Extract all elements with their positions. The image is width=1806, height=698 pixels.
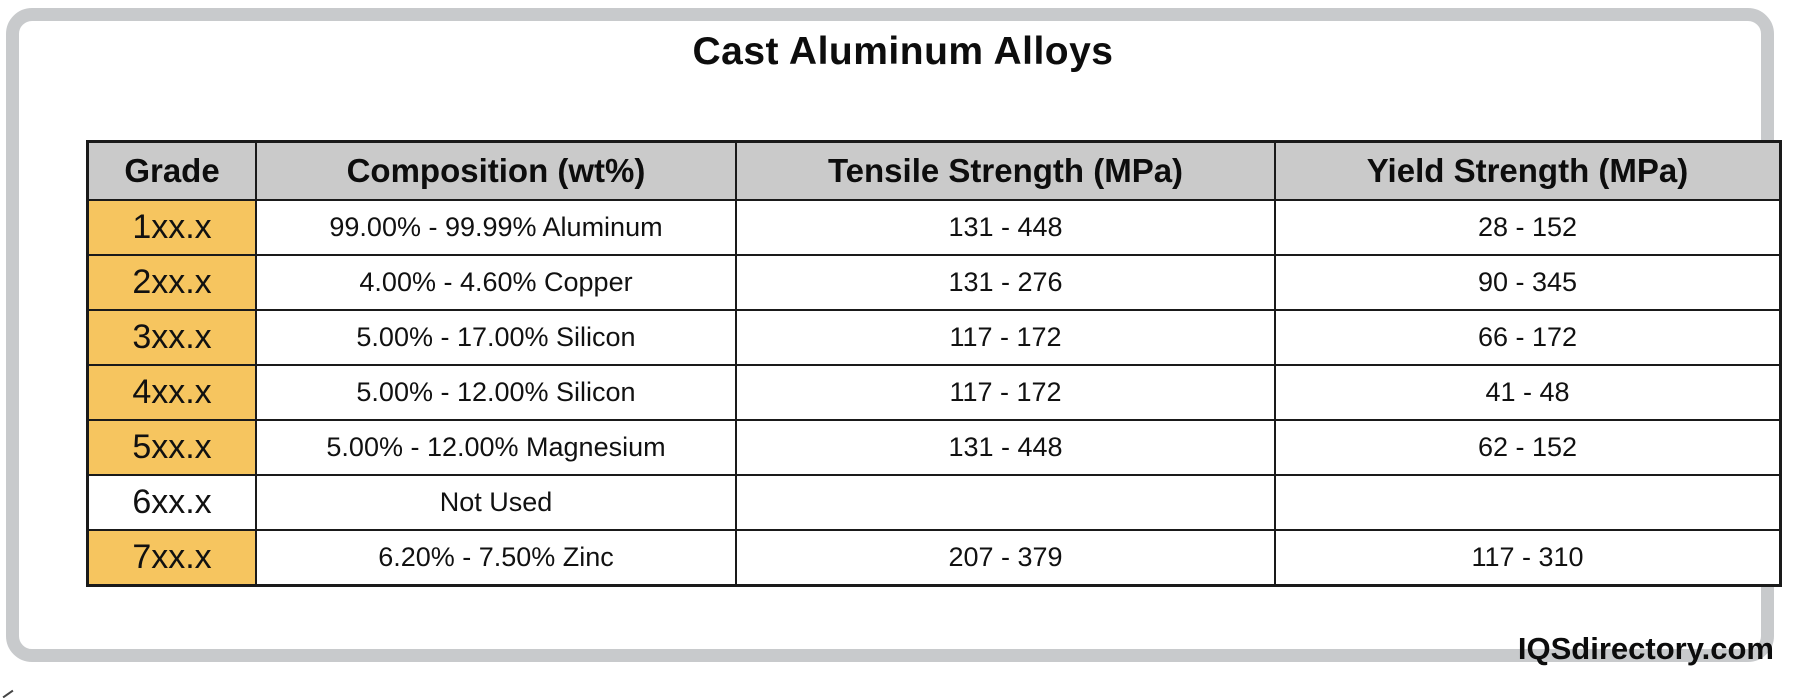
table-body: 1xx.x 99.00% - 99.99% Aluminum 131 - 448 28… — [86, 199, 1782, 587]
composition-cell: 5.00% - 12.00% Magnesium — [255, 419, 737, 476]
grade-cell: 6xx.x — [86, 474, 257, 531]
yield-strength-cell: 28 - 152 — [1274, 199, 1782, 256]
table-row: 2xx.x 4.00% - 4.60% Copper 131 - 276 90 - 3… — [86, 254, 1782, 311]
table-row: 1xx.x 99.00% - 99.99% Aluminum 131 - 448 28… — [86, 199, 1782, 256]
tensile-strength-cell: 117 - 172 — [735, 364, 1276, 421]
composition-cell: 99.00% - 99.99% Aluminum — [255, 199, 737, 256]
yield-strength-cell: 41 - 48 — [1274, 364, 1782, 421]
table-header: Grade Composition (wt%) Tensile Strength… — [86, 140, 1782, 201]
composition-cell: 5.00% - 12.00% Silicon — [255, 364, 737, 421]
yield-strength-cell: 90 - 345 — [1274, 254, 1782, 311]
column-header-tensile-strength: Tensile Strength (MPa) — [735, 140, 1276, 201]
grade-cell: 7xx.x — [86, 529, 257, 587]
tensile-strength-cell: 117 - 172 — [735, 309, 1276, 366]
yield-strength-cell: 117 - 310 — [1274, 529, 1782, 587]
tensile-strength-cell: 131 - 276 — [735, 254, 1276, 311]
tensile-strength-cell: 131 - 448 — [735, 199, 1276, 256]
composition-cell: Not Used — [255, 474, 737, 531]
grade-cell: 3xx.x — [86, 309, 257, 366]
column-header-composition: Composition (wt%) — [255, 140, 737, 201]
yield-strength-cell: 66 - 172 — [1274, 309, 1782, 366]
grade-cell: 2xx.x — [86, 254, 257, 311]
tensile-strength-cell — [735, 474, 1276, 531]
page-title: Cast Aluminum Alloys — [692, 30, 1114, 73]
table-row: 6xx.x Not Used — [86, 474, 1782, 531]
yield-strength-cell — [1274, 474, 1782, 531]
watermark-text: IQSdirectory.com — [1517, 631, 1774, 666]
table-row: 3xx.x 5.00% - 17.00% Silicon 117 - 172 66 -… — [86, 309, 1782, 366]
tensile-strength-cell: 131 - 448 — [735, 419, 1276, 476]
column-header-grade: Grade — [86, 140, 257, 201]
table-row: 7xx.x 6.20% - 7.50% Zinc 207 - 379 117 - 31… — [86, 529, 1782, 587]
yield-strength-cell: 62 - 152 — [1274, 419, 1782, 476]
composition-cell: 6.20% - 7.50% Zinc — [255, 529, 737, 587]
column-header-yield-strength: Yield Strength (MPa) — [1274, 140, 1782, 201]
grade-cell: 5xx.x — [86, 419, 257, 476]
composition-cell: 5.00% - 17.00% Silicon — [255, 309, 737, 366]
composition-cell: 4.00% - 4.60% Copper — [255, 254, 737, 311]
scan-artifact-mark — [2, 689, 14, 698]
alloy-table: Grade Composition (wt%) Tensile Strength… — [86, 140, 1782, 587]
grade-cell: 4xx.x — [86, 364, 257, 421]
table-row: 5xx.x 5.00% - 12.00% Magnesium 131 - 448 62… — [86, 419, 1782, 476]
tensile-strength-cell: 207 - 379 — [735, 529, 1276, 587]
grade-cell: 1xx.x — [86, 199, 257, 256]
table-row: 4xx.x 5.00% - 12.00% Silicon 117 - 172 41 -… — [86, 364, 1782, 421]
header-row: Grade Composition (wt%) Tensile Strength… — [86, 140, 1782, 201]
